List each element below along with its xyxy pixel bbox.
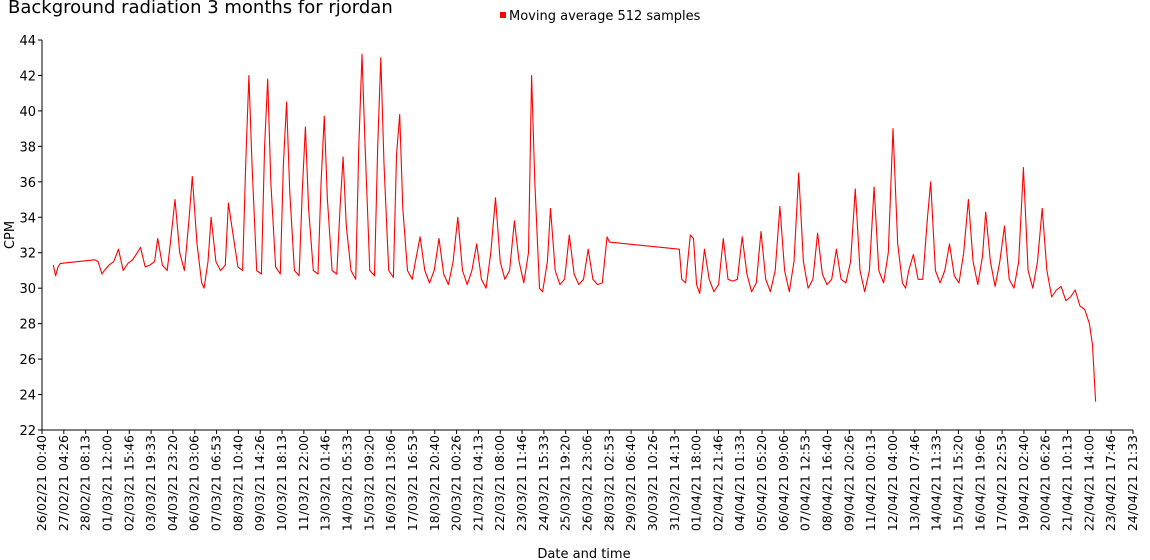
x-tick-label: 14/03/21 05:33 [339, 435, 354, 531]
x-tick-label: 06/04/21 09:06 [776, 435, 791, 531]
y-tick-label: 44 [19, 34, 36, 49]
x-tick-label: 28/03/21 02:53 [601, 435, 616, 531]
x-tick-label: 04/03/21 23:20 [165, 435, 180, 531]
x-tick-label: 16/03/21 13:06 [383, 435, 398, 531]
x-tick-label: 11/03/21 22:00 [296, 435, 311, 531]
x-tick-label: 10/03/21 18:13 [274, 435, 289, 531]
x-tick-label: 27/02/21 04:26 [56, 435, 71, 531]
x-tick-label: 03/03/21 19:33 [143, 435, 158, 531]
y-tick-label: 40 [19, 105, 36, 120]
x-tick-label: 20/03/21 00:26 [449, 435, 464, 531]
x-tick-label: 14/04/21 11:33 [929, 435, 944, 531]
x-tick-label: 02/04/21 21:46 [710, 435, 725, 531]
x-tick-label: 22/03/21 08:00 [492, 435, 507, 531]
y-tick-label: 30 [19, 282, 36, 297]
x-tick-label: 17/04/21 22:53 [994, 435, 1009, 531]
x-tick-label: 23/03/21 11:46 [514, 435, 529, 531]
x-tick-label: 09/04/21 20:26 [841, 435, 856, 531]
x-tick-label: 05/04/21 05:20 [754, 435, 769, 531]
x-tick-label: 09/03/21 14:26 [252, 435, 267, 531]
x-tick-label: 13/03/21 01:46 [318, 435, 333, 531]
x-tick-label: 24/04/21 21:33 [1125, 435, 1140, 531]
x-tick-label: 30/03/21 10:26 [645, 435, 660, 531]
x-tick-label: 22/04/21 14:00 [1081, 435, 1096, 531]
x-tick-label: 31/03/21 14:13 [667, 435, 682, 531]
x-tick-label: 29/03/21 06:40 [623, 435, 638, 531]
x-tick-label: 08/03/21 10:40 [230, 435, 245, 531]
x-axis-label: Date and time [537, 547, 630, 560]
series-line [52, 53, 1097, 402]
x-ticks: 26/02/21 00:40 27/02/21 04:26 28/02/21 08:… [34, 430, 1140, 531]
series-layer [52, 53, 1097, 402]
chart-title: Background radiation 3 months for rjorda… [8, 0, 393, 18]
x-tick-label: 04/04/21 01:33 [732, 435, 747, 531]
x-tick-label: 18/03/21 20:40 [427, 435, 442, 531]
x-tick-label: 07/03/21 06:53 [209, 435, 224, 531]
x-tick-label: 26/03/21 23:06 [580, 435, 595, 531]
legend: Moving average 512 samples [500, 9, 700, 24]
x-tick-label: 26/02/21 00:40 [34, 435, 49, 531]
x-tick-label: 24/03/21 15:33 [536, 435, 551, 531]
y-tick-label: 28 [19, 318, 36, 333]
legend-swatch [500, 12, 506, 18]
y-tick-label: 42 [19, 69, 36, 84]
x-tick-label: 12/04/21 04:00 [885, 435, 900, 531]
x-tick-label: 08/04/21 16:40 [820, 435, 835, 531]
y-tick-label: 26 [19, 353, 36, 368]
x-tick-label: 01/04/21 18:00 [689, 435, 704, 531]
x-tick-label: 15/03/21 09:20 [361, 435, 376, 531]
y-tick-label: 32 [19, 247, 36, 262]
x-tick-label: 01/03/21 12:00 [99, 435, 114, 531]
x-tick-label: 20/04/21 06:26 [1038, 435, 1053, 531]
x-tick-label: 02/03/21 15:46 [121, 435, 136, 531]
x-tick-label: 11/04/21 00:13 [863, 435, 878, 531]
x-tick-label: 13/04/21 07:46 [907, 435, 922, 531]
axes [41, 40, 1133, 431]
x-tick-label: 07/04/21 12:53 [798, 435, 813, 531]
y-tick-label: 36 [19, 176, 36, 191]
y-tick-label: 24 [19, 389, 36, 404]
y-tick-label: 38 [19, 140, 36, 155]
y-axis-label: CPM [3, 221, 18, 249]
y-tick-label: 22 [19, 424, 36, 439]
x-tick-label: 21/04/21 10:13 [1060, 435, 1075, 531]
x-tick-label: 15/04/21 15:20 [950, 435, 965, 531]
x-tick-label: 06/03/21 03:06 [187, 435, 202, 531]
x-tick-label: 25/03/21 19:20 [558, 435, 573, 531]
y-tick-label: 34 [19, 211, 36, 226]
x-tick-label: 23/04/21 17:46 [1103, 435, 1118, 531]
x-tick-label: 16/04/21 19:06 [972, 435, 987, 531]
x-tick-label: 19/04/21 02:40 [1016, 435, 1031, 531]
x-tick-label: 21/03/21 04:13 [470, 435, 485, 531]
y-ticks: 22 24 26 28 30 32 34 36 38 40 42 44 [19, 34, 42, 439]
legend-label: Moving average 512 samples [509, 9, 701, 24]
x-tick-label: 17/03/21 16:53 [405, 435, 420, 531]
x-tick-label: 28/02/21 08:13 [78, 435, 93, 531]
